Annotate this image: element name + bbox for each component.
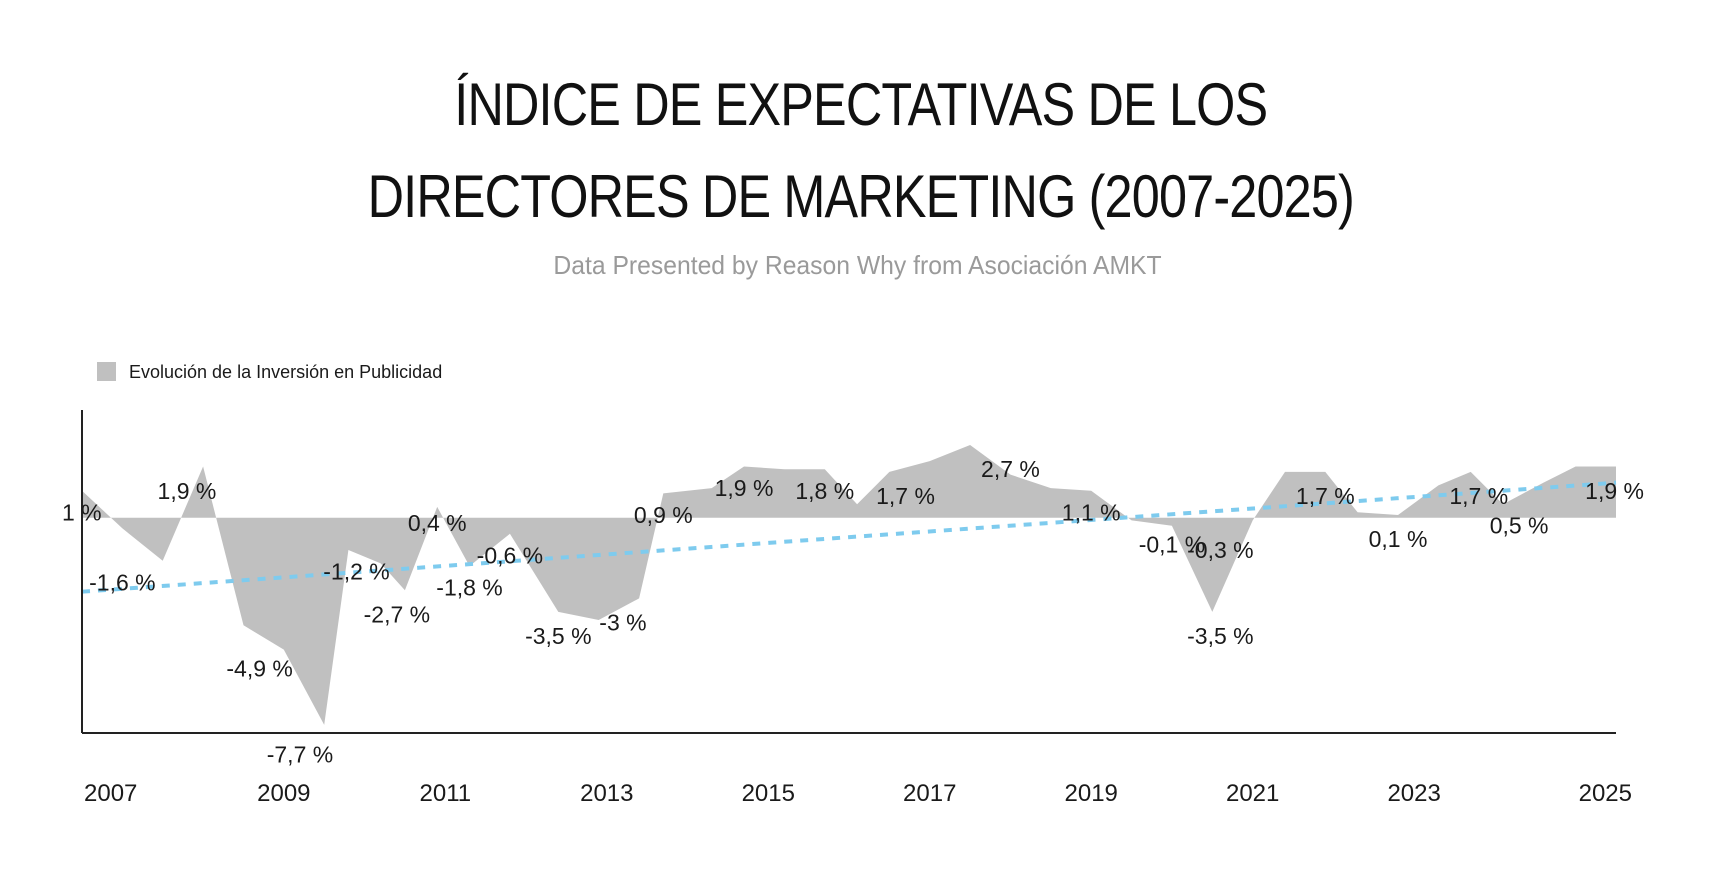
data-label: 1,1 % [1062,499,1121,525]
investment-area [82,445,1616,725]
data-label: -7,7 % [267,742,333,768]
data-label: 1,7 % [1296,483,1355,509]
data-label: 1,7 % [876,483,935,509]
data-label: 0,1 % [1369,526,1428,552]
data-label: -3,5 % [525,623,591,649]
x-tick-label: 2013 [580,780,633,807]
legend-label: Evolución de la Inversión en Publicidad [129,362,442,382]
data-label: 1,9 % [158,478,217,504]
x-tick-label: 2015 [742,780,795,807]
x-tick-label: 2011 [420,780,472,807]
data-label: 0,4 % [408,510,467,536]
x-tick-label: 2025 [1579,780,1632,807]
data-label: -0,3 % [1187,537,1253,563]
x-tick-label: 2023 [1387,780,1440,807]
data-label: 1,8 % [795,478,854,504]
data-label: -3 % [599,610,646,636]
data-label: -4,9 % [226,655,292,681]
data-label: 0,5 % [1490,513,1549,539]
data-label: -2,7 % [364,602,430,628]
data-label: -0,1 % [1139,532,1205,558]
data-label: -1,8 % [436,575,502,601]
chart-title-line-1: ÍNDICE DE EXPECTATIVAS DE LOS [454,71,1268,138]
data-label: -0,6 % [477,542,543,568]
data-label: -3,5 % [1187,623,1253,649]
data-label: 2,7 % [981,456,1040,482]
data-label: 1,9 % [1585,478,1644,504]
data-label: 0,9 % [634,502,693,528]
x-tick-label: 2009 [257,780,310,807]
x-tick-label: 2019 [1065,780,1118,807]
legend: Evolución de la Inversión en Publicidad [97,362,442,382]
legend-swatch [97,362,116,381]
trend-line [81,480,1617,594]
x-tick-label: 2007 [84,780,137,807]
plot-area: 2007 2009 2011 2013 2015 2017 2019 2021 2023 2025… [62,410,1644,807]
data-label: 1,9 % [715,475,774,501]
data-label: 1 % [62,499,102,525]
x-tick-label: 2017 [903,780,956,807]
chart-subtitle: Data Presented by Reason Why from Asocia… [553,250,1162,280]
data-label: -1,2 % [323,559,389,585]
chart-title-line-2: DIRECTORES DE MARKETING (2007-2025) [367,163,1355,230]
x-tick-label: 2021 [1226,780,1279,807]
data-label: 1,7 % [1449,483,1508,509]
data-label: -1,6 % [89,569,155,595]
